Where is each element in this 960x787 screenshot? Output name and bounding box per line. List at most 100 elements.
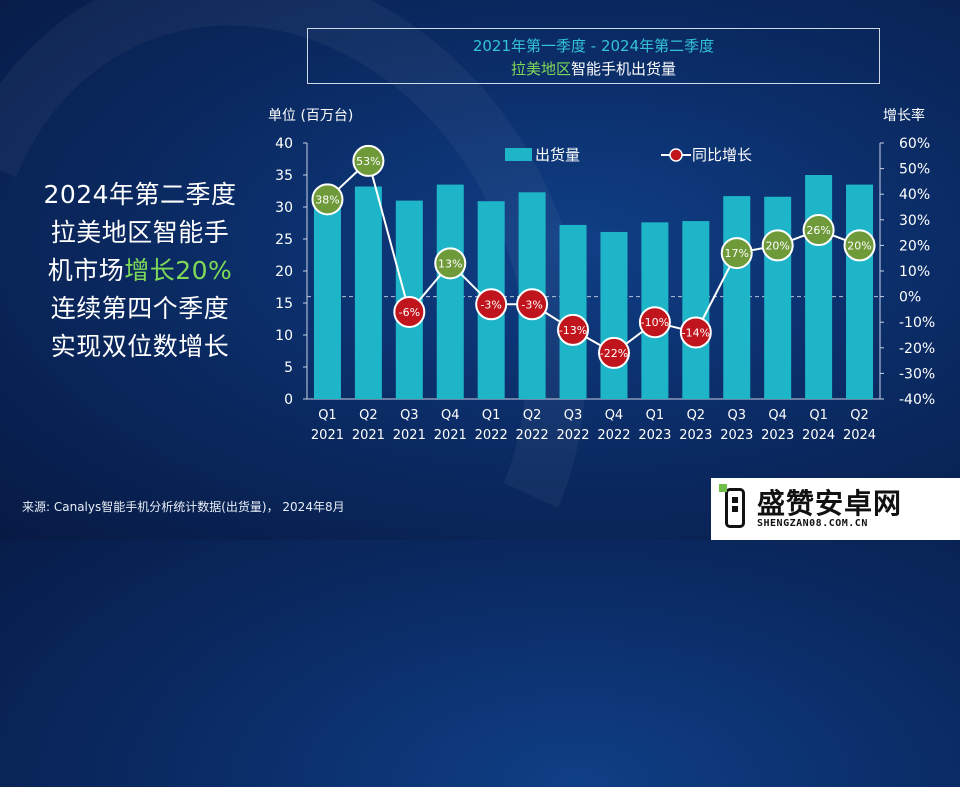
x-tick-year: 2022 (475, 428, 508, 443)
growth-point (475, 288, 508, 321)
headline-line-3: 机市场增长20% (20, 252, 260, 290)
shipment-bar (313, 191, 341, 399)
growth-data-label: 20% (765, 239, 789, 252)
logo-url: SHENGZAN08.COM.CN (757, 518, 868, 529)
x-tick-quarter: Q3 (400, 408, 419, 423)
chart-title-box: 2021年第一季度 - 2024年第二季度 拉美地区智能手机出货量 (307, 28, 880, 84)
growth-data-label: -14% (682, 326, 710, 339)
x-tick-quarter: Q3 (727, 408, 746, 423)
growth-point (761, 229, 794, 262)
x-tick-year: 2023 (679, 428, 712, 443)
x-tick-year: 2024 (802, 428, 835, 443)
x-tick-year: 2023 (720, 428, 753, 443)
legend-line-marker (669, 148, 683, 162)
headline-line-1: 2024年第二季度 (43, 180, 237, 209)
x-tick-year: 2023 (761, 428, 794, 443)
growth-point (393, 295, 426, 328)
headline-line-3-prefix: 机市场 (47, 256, 125, 285)
source-note: 来源: Canalys智能手机分析统计数据(出货量)， 2024年8月 (22, 500, 345, 514)
left-axis-tick-label: 30 (275, 200, 293, 216)
right-axis-tick-label: 50% (899, 162, 930, 178)
x-tick-year: 2022 (516, 428, 549, 443)
growth-data-label: 17% (725, 247, 749, 260)
right-axis-tick-label: 10% (899, 264, 930, 280)
shipment-bar (354, 186, 382, 399)
growth-data-label: 20% (847, 239, 871, 252)
x-tick-quarter: Q1 (318, 408, 337, 423)
growth-data-label: 26% (806, 224, 830, 237)
right-axis-tick-label: 0% (899, 290, 921, 306)
growth-point (802, 214, 835, 247)
x-tick-year: 2021 (434, 428, 467, 443)
shipments-chart: 0 5 10 15 20 25 30 35 40 -40% -30% -20% -10% 0% 10% 20%… (268, 107, 935, 443)
growth-data-label: -3% (521, 298, 542, 311)
headline-growth-highlight: 增长20% (124, 256, 233, 285)
chart-title-metric: 智能手机出货量 (571, 60, 677, 78)
legend-line-label: 同比增长 (692, 146, 752, 164)
x-tick-quarter: Q3 (564, 408, 583, 423)
growth-point (352, 144, 385, 177)
growth-point (679, 316, 712, 349)
right-axis-tick-label: -30% (899, 366, 935, 382)
phone-logo-icon (719, 484, 745, 528)
shipment-bar (846, 184, 874, 399)
growth-point (843, 229, 876, 262)
growth-data-label: -22% (600, 347, 628, 360)
x-tick-quarter: Q2 (523, 408, 542, 423)
chart-title-region: 拉美地区 (510, 60, 571, 78)
logo-name: 盛赞安卓网 (757, 487, 903, 520)
x-tick-quarter: Q4 (441, 408, 460, 423)
right-axis-tick-label: 60% (899, 136, 930, 152)
x-tick-year: 2024 (843, 428, 876, 443)
shipment-bar (764, 196, 792, 399)
shipment-bar (559, 224, 587, 399)
shipment-bar (805, 175, 833, 399)
growth-point (311, 183, 344, 216)
legend-bar-label: 出货量 (535, 146, 580, 164)
x-tick-quarter: Q1 (646, 408, 665, 423)
headline-line-2: 拉美地区智能手 (50, 218, 230, 247)
shipment-bar (682, 221, 710, 399)
x-tick-quarter: Q1 (809, 408, 828, 423)
left-axis-tick-label: 15 (275, 296, 293, 312)
growth-point (597, 336, 630, 369)
right-axis-tick-label: -40% (899, 392, 935, 408)
left-axis-tick-label: 25 (275, 232, 293, 248)
legend-bar-swatch (505, 148, 532, 161)
chart-title-subject: 拉美地区智能手机出货量 (308, 58, 879, 79)
growth-data-label: 38% (315, 193, 339, 206)
x-tick-year: 2022 (556, 428, 589, 443)
growth-point (434, 247, 467, 280)
growth-point (516, 288, 549, 321)
left-axis-title: 单位 (百万台) (268, 108, 353, 124)
growth-point (638, 306, 671, 339)
growth-point (720, 237, 753, 270)
x-tick-year: 2021 (311, 428, 344, 443)
left-axis-tick-label: 35 (275, 168, 293, 184)
x-tick-quarter: Q2 (687, 408, 706, 423)
x-tick-year: 2023 (638, 428, 671, 443)
right-axis-tick-label: -20% (899, 341, 935, 357)
growth-data-label: 53% (356, 155, 380, 168)
shipment-bar (600, 231, 628, 399)
x-tick-year: 2021 (352, 428, 385, 443)
right-axis-tick-label: 20% (899, 238, 930, 254)
growth-data-label: -3% (480, 298, 501, 311)
x-tick-quarter: Q2 (850, 408, 869, 423)
shipment-bar (436, 184, 464, 399)
left-axis-tick-label: 5 (284, 360, 293, 376)
right-axis-tick-label: 30% (899, 213, 930, 229)
left-axis-tick-label: 20 (275, 264, 293, 280)
left-axis-tick-label: 40 (275, 136, 293, 152)
x-tick-year: 2022 (597, 428, 630, 443)
shipment-bar (723, 196, 751, 399)
headline-text: 2024年第二季度 拉美地区智能手 机市场增长20% 连续第四个季度 实现双位数… (20, 176, 260, 366)
headline-line-5: 实现双位数增长 (50, 332, 230, 361)
growth-data-label: 13% (438, 257, 462, 270)
left-axis-tick-label: 0 (284, 392, 293, 408)
growth-data-label: -13% (559, 324, 587, 337)
right-axis-tick-label: -10% (899, 315, 935, 331)
right-axis-title: 增长率 (883, 107, 925, 124)
x-tick-year: 2021 (393, 428, 426, 443)
growth-data-label: -10% (641, 316, 669, 329)
